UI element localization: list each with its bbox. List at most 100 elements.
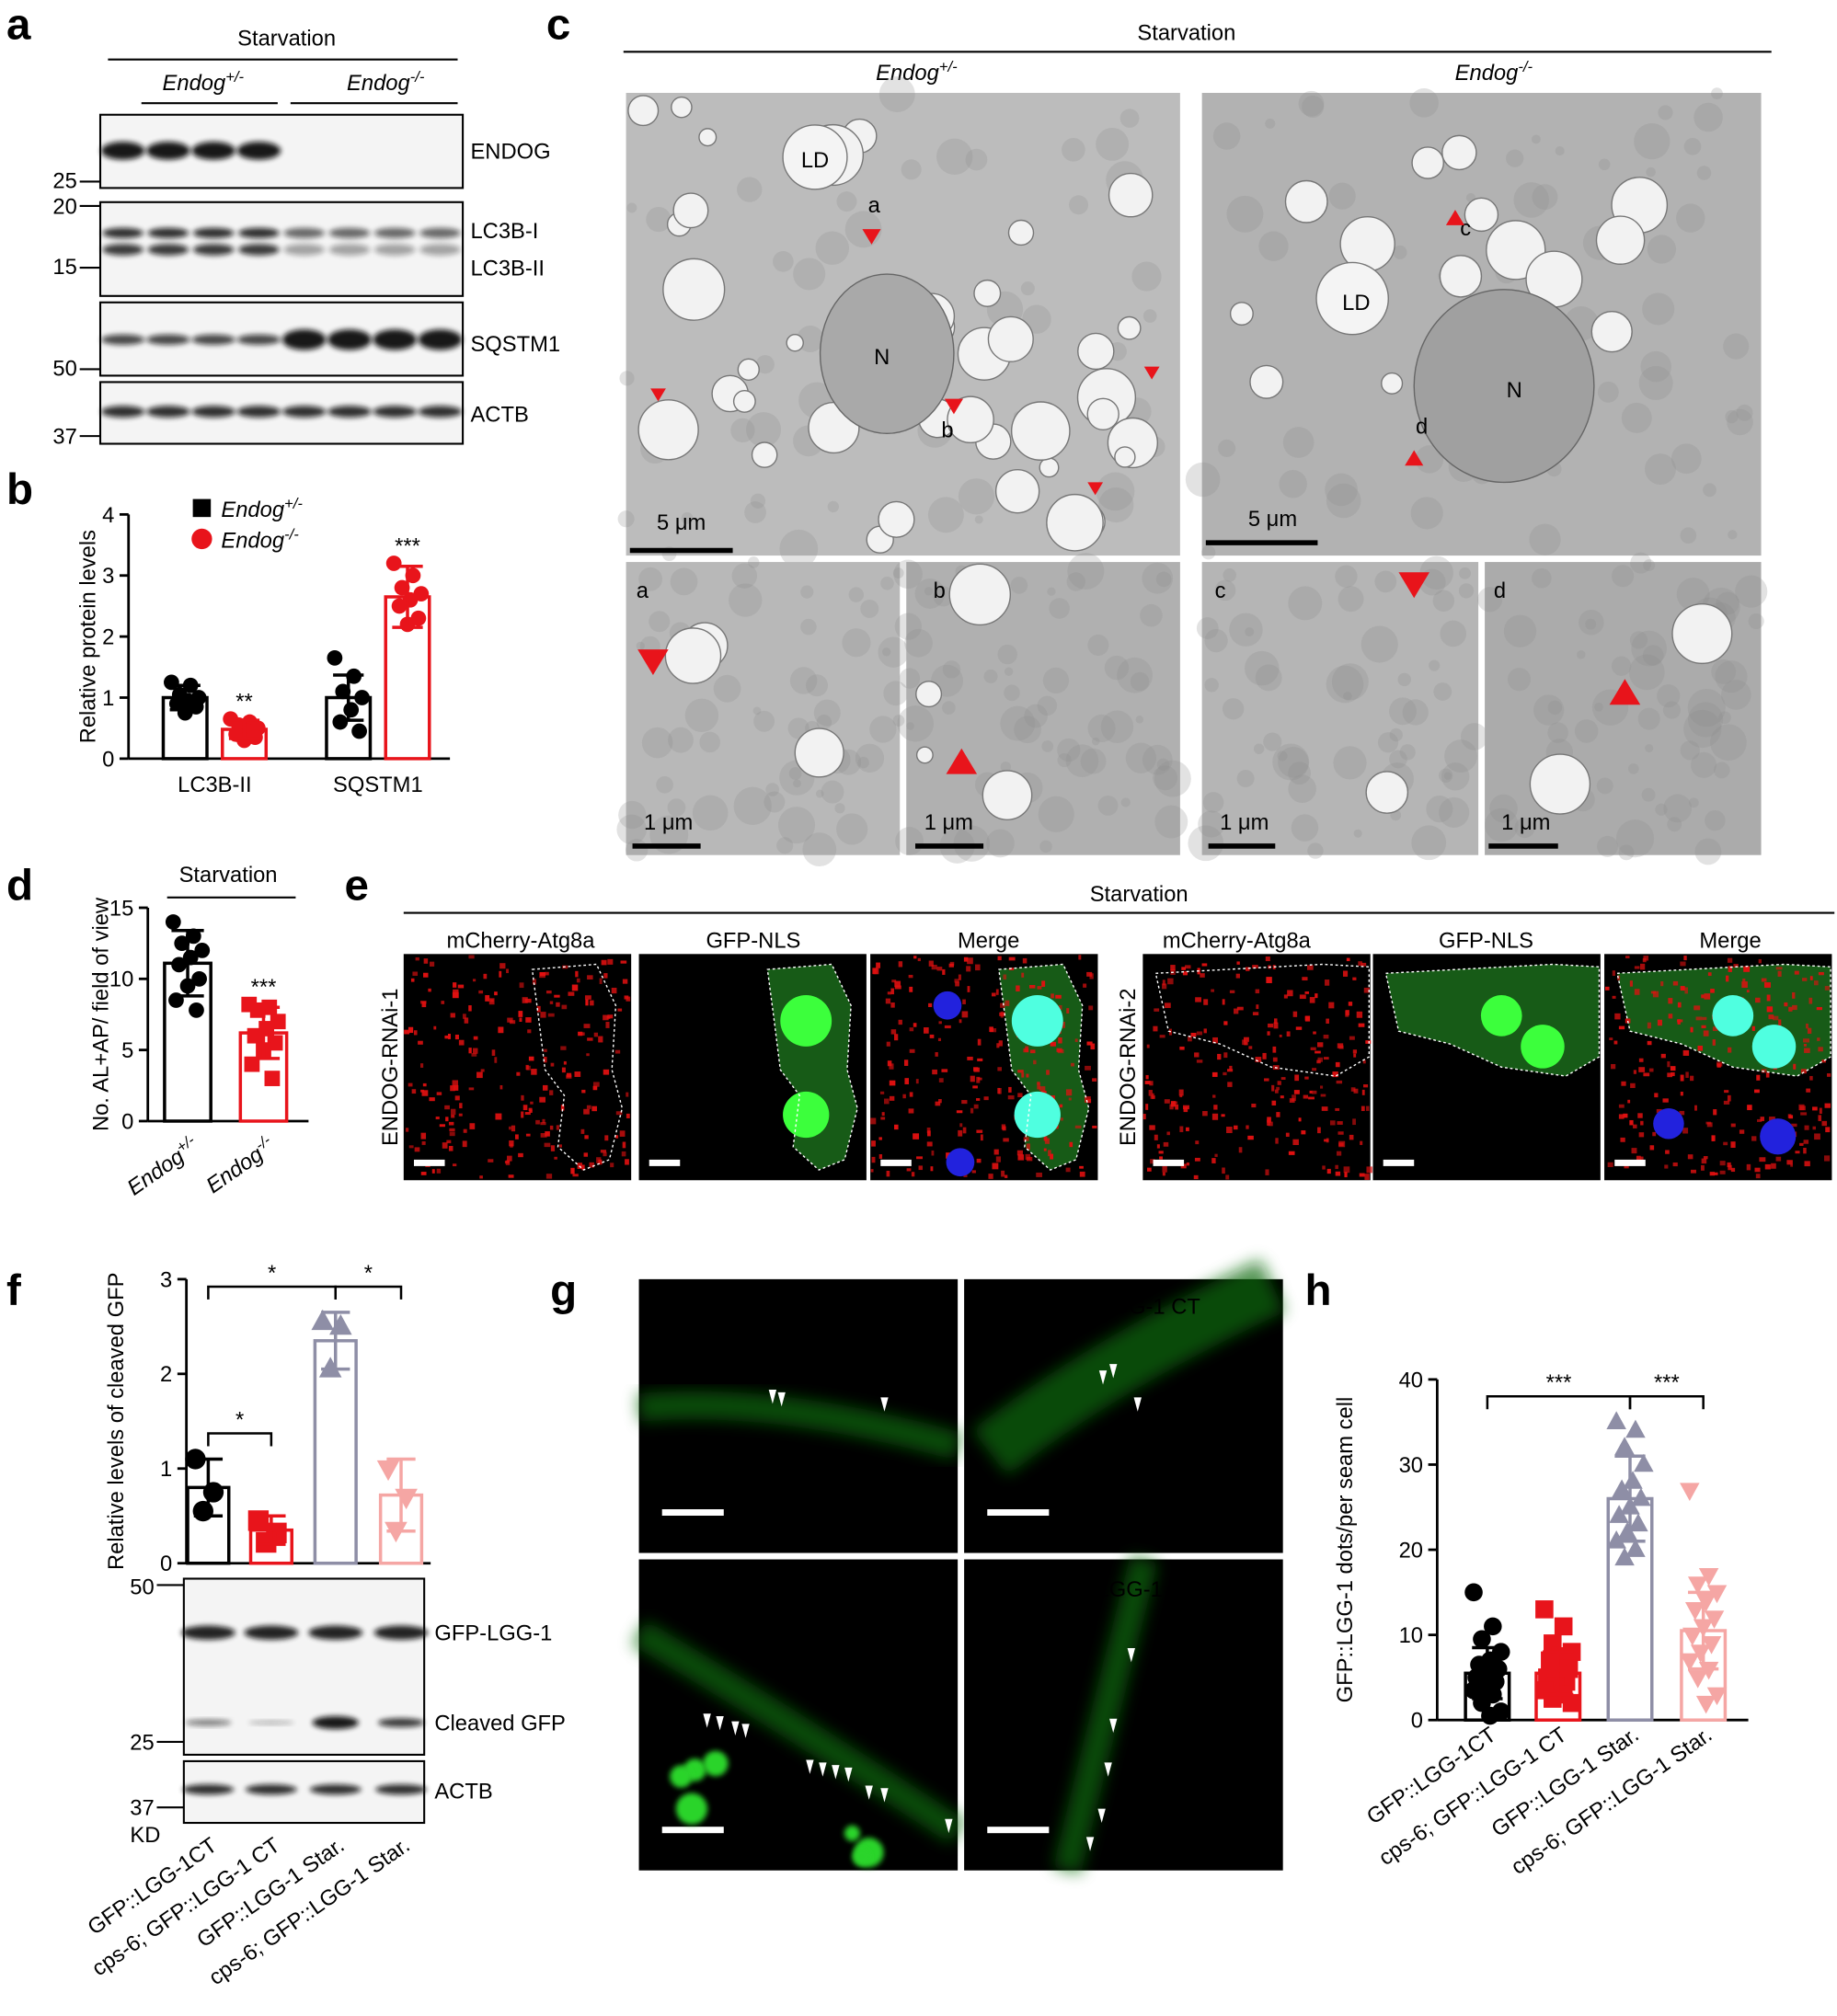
mcherry-puncta <box>1163 1141 1169 1147</box>
mcherry-puncta <box>404 1029 410 1035</box>
genotype-label: Endog+/- <box>876 58 958 86</box>
dapi-nucleus <box>1653 1108 1684 1140</box>
data-point <box>329 1313 352 1335</box>
lipid-droplet <box>627 95 660 127</box>
mcherry-puncta <box>621 1151 626 1157</box>
texture <box>1155 571 1172 588</box>
y-tick-label: 1 <box>102 686 114 711</box>
texture <box>1397 672 1411 687</box>
mcherry-puncta <box>973 1067 979 1071</box>
texture <box>942 660 961 679</box>
mcherry-puncta <box>967 986 970 992</box>
mcherry-puncta <box>1162 1172 1165 1176</box>
mcherry-puncta <box>1275 1138 1279 1144</box>
lipid-droplet <box>1108 172 1154 218</box>
mcherry-puncta <box>1761 978 1767 982</box>
mcherry-puncta <box>1788 1006 1793 1012</box>
data-point <box>244 1056 260 1072</box>
mcherry-puncta <box>507 1155 512 1162</box>
lipid-droplet <box>751 441 778 468</box>
mcherry-puncta <box>908 1108 914 1114</box>
mcherry-puncta <box>1360 1140 1363 1145</box>
mcherry-puncta <box>583 1024 591 1028</box>
mcherry-puncta <box>560 1046 567 1050</box>
mcherry-puncta <box>429 1097 435 1102</box>
data-point <box>1698 1567 1719 1586</box>
mcherry-puncta <box>1764 982 1771 988</box>
band <box>419 227 461 238</box>
mcherry-puncta <box>1309 997 1315 1003</box>
mcherry-puncta <box>525 1017 532 1023</box>
lipid-droplet <box>1117 315 1142 340</box>
mcherry-puncta <box>1156 1144 1160 1149</box>
mcherry-puncta <box>1648 1068 1654 1072</box>
mcherry-puncta <box>1088 1005 1094 1011</box>
mcherry-puncta <box>1000 1011 1004 1018</box>
significance-label: * <box>268 1261 276 1286</box>
mcherry-puncta <box>603 1151 607 1157</box>
structure-label: N <box>1507 378 1522 403</box>
data-point <box>1606 1530 1626 1549</box>
mcherry-puncta <box>1266 977 1272 983</box>
texture <box>1577 650 1586 659</box>
mcherry-puncta <box>1684 987 1688 994</box>
mcherry-puncta <box>1352 1118 1356 1126</box>
mcherry-puncta <box>997 1067 1002 1071</box>
gene-name: Endog <box>221 498 284 522</box>
mcherry-puncta <box>1801 978 1808 981</box>
image-label: GFP::LGG-1 CT <box>653 1295 811 1320</box>
texture <box>1042 667 1070 693</box>
mcherry-puncta <box>1349 1036 1355 1040</box>
texture <box>737 177 763 202</box>
texture <box>1547 700 1563 716</box>
arrowhead <box>865 1785 873 1800</box>
mcherry-puncta <box>1755 1174 1761 1179</box>
mcherry-puncta <box>1280 1095 1284 1099</box>
mcherry-puncta <box>494 1057 498 1063</box>
mcherry-puncta <box>1701 1164 1705 1171</box>
micrograph <box>906 562 1180 855</box>
panel-letter: a <box>6 0 31 49</box>
mcherry-puncta <box>970 1075 975 1082</box>
band <box>146 334 190 345</box>
lipid-droplet <box>662 258 726 321</box>
texture <box>1630 552 1652 574</box>
texture <box>668 727 694 753</box>
mcherry-puncta <box>515 1134 519 1140</box>
band <box>100 406 145 418</box>
mcherry-puncta <box>909 1092 913 1097</box>
mcherry-puncta <box>1065 1089 1073 1096</box>
texture <box>1120 797 1131 808</box>
mcherry-puncta <box>955 981 959 987</box>
mcherry-puncta <box>587 1037 593 1041</box>
mcherry-puncta <box>1814 1133 1820 1140</box>
mcherry-puncta <box>542 1118 545 1124</box>
inset-label: b <box>934 578 946 603</box>
mcherry-puncta <box>1683 956 1687 961</box>
band <box>236 334 281 345</box>
data-point <box>1617 1521 1637 1541</box>
mcherry-puncta <box>566 1074 572 1079</box>
mcherry-puncta <box>1058 1037 1062 1044</box>
mcherry-puncta <box>598 1036 603 1043</box>
texture <box>1236 770 1255 788</box>
mcherry-puncta <box>1041 980 1046 987</box>
texture <box>1645 744 1654 753</box>
texture <box>1596 777 1613 795</box>
mcherry-puncta <box>1287 990 1293 997</box>
texture <box>1020 281 1035 296</box>
mcherry-puncta <box>507 1017 513 1023</box>
mcherry-puncta <box>549 1001 554 1004</box>
mcherry-puncta <box>1304 991 1310 994</box>
mcherry-puncta <box>1182 971 1188 976</box>
y-axis-label: No. AL+AP/ field of view <box>88 897 113 1131</box>
mcherry-puncta <box>995 989 999 995</box>
mcherry-puncta <box>1288 1151 1295 1155</box>
mcherry-puncta <box>1316 1060 1321 1064</box>
legend-marker <box>192 498 212 518</box>
mcherry-puncta <box>435 1117 440 1120</box>
mcherry-puncta <box>915 1079 919 1084</box>
mcherry-puncta <box>1267 1031 1270 1036</box>
mcherry-puncta <box>526 1065 531 1071</box>
texture <box>878 75 915 112</box>
